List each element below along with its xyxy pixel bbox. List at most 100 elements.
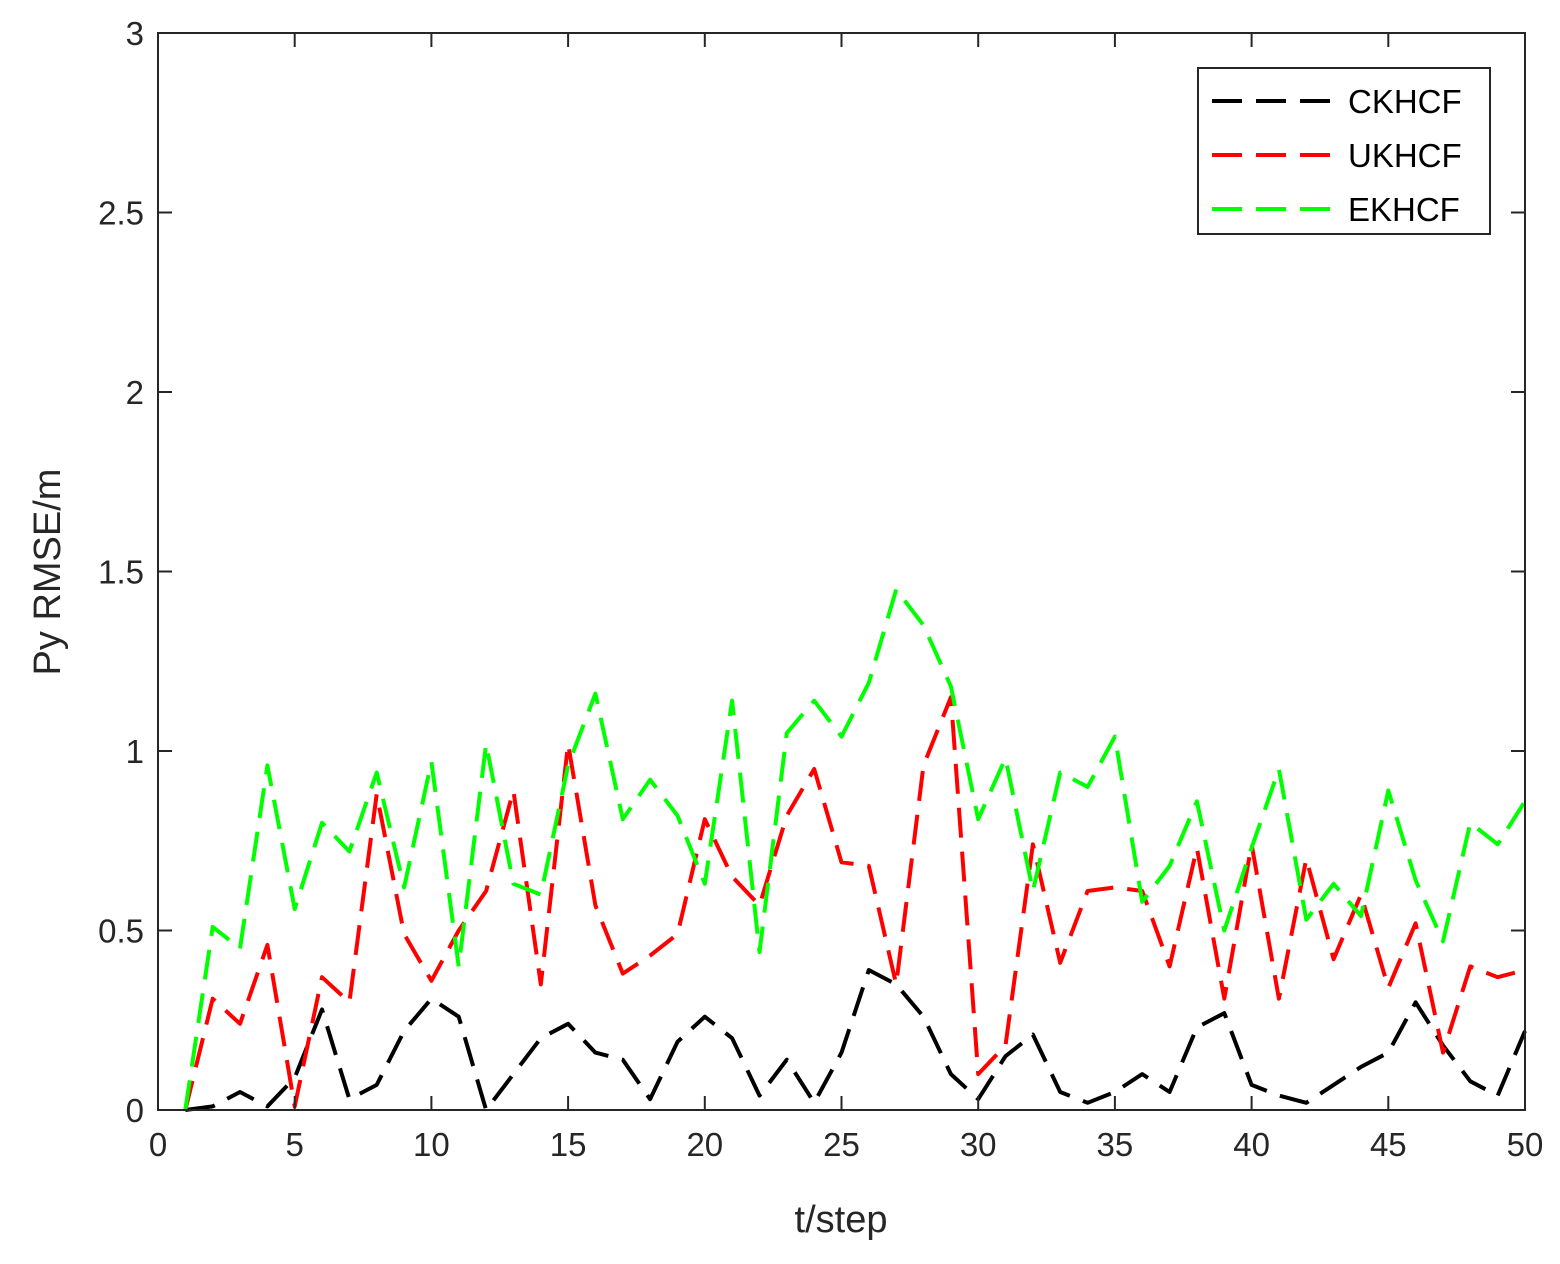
data-point (404, 1031, 405, 1032)
data-point (759, 1095, 760, 1096)
data-point (1443, 941, 1444, 942)
data-point (950, 1074, 951, 1075)
data-point (841, 736, 842, 737)
data-point (950, 686, 951, 687)
data-point (1196, 801, 1197, 802)
data-point (376, 772, 377, 773)
data-point (1142, 1074, 1143, 1075)
data-point (1005, 1045, 1006, 1046)
data-point (568, 1023, 569, 1024)
data-point (294, 1077, 295, 1078)
data-point (814, 769, 815, 770)
data-point (650, 1099, 651, 1100)
data-point (267, 944, 268, 945)
data-point (349, 1002, 350, 1003)
series-line-ckhcf (185, 968, 1527, 1112)
axes-frame (157, 32, 1526, 1111)
data-point (568, 743, 569, 744)
data-point (595, 1052, 596, 1053)
data-point (1114, 736, 1115, 737)
data-point (212, 998, 213, 999)
data-point (814, 1102, 815, 1103)
data-point (704, 1016, 705, 1017)
data-point (1060, 962, 1061, 963)
data-point (1278, 1095, 1279, 1096)
legend-label-ckhcf: CKHCF (1348, 83, 1462, 120)
data-point (1224, 1013, 1225, 1014)
data-point (1470, 822, 1471, 823)
data-point (376, 794, 377, 795)
data-point (1388, 1052, 1389, 1053)
legend-label-ekhcf: EKHCF (1348, 191, 1460, 228)
data-point (841, 862, 842, 863)
data-point (1060, 772, 1061, 773)
data-point (1032, 1034, 1033, 1035)
data-point (1333, 1084, 1334, 1085)
data-point (322, 1009, 323, 1010)
data-point (595, 693, 596, 694)
data-point (431, 980, 432, 981)
series-line-ekhcf (183, 587, 1527, 1111)
data-point (240, 1023, 241, 1024)
data-point (1470, 966, 1471, 967)
data-point (1443, 1052, 1444, 1053)
data-point (732, 876, 733, 877)
series-ckhcf (185, 968, 1527, 1112)
data-point (1278, 998, 1279, 999)
data-point (841, 1052, 842, 1053)
data-point (1087, 891, 1088, 892)
x-tick-label: 40 (1233, 1126, 1270, 1163)
ticks-layer: 0 5 10 15 20 25 30 35 40 45 50 0 0.5 1 1.5 2 2.5 3 (98, 15, 1543, 1163)
data-point (1114, 1092, 1115, 1093)
x-tick-label: 20 (686, 1126, 723, 1163)
data-point (978, 1074, 979, 1075)
data-point (622, 973, 623, 974)
series-layer (183, 587, 1527, 1112)
x-tick-label: 50 (1507, 1126, 1544, 1163)
data-point (540, 984, 541, 985)
data-point (868, 682, 869, 683)
data-point (1005, 1056, 1006, 1057)
data-point (595, 905, 596, 906)
data-point (404, 934, 405, 935)
data-point (1169, 966, 1170, 967)
data-point (431, 998, 432, 999)
data-point (540, 1038, 541, 1039)
data-point (1333, 883, 1334, 884)
data-point (1415, 880, 1416, 881)
data-point (349, 1099, 350, 1100)
data-point (1497, 1095, 1498, 1096)
data-point (923, 1016, 924, 1017)
data-point (1278, 769, 1279, 770)
data-point (732, 1038, 733, 1039)
data-point (868, 970, 869, 971)
legend-label-ukhcf: UKHCF (1348, 137, 1462, 174)
data-point (513, 883, 514, 884)
data-point (540, 894, 541, 895)
data-point (1361, 916, 1362, 917)
data-point (322, 822, 323, 823)
data-point (1060, 1092, 1061, 1093)
data-point (1032, 891, 1033, 892)
data-point (786, 733, 787, 734)
data-point (677, 1041, 678, 1042)
data-point (1306, 919, 1307, 920)
data-point (212, 926, 213, 927)
x-tick-label: 25 (823, 1126, 860, 1163)
y-axis-label: Py RMSE/m (27, 469, 69, 676)
legend: CKHCF UKHCF EKHCF (1197, 67, 1491, 235)
data-point (814, 700, 815, 701)
data-point (1388, 790, 1389, 791)
data-point (1087, 1102, 1088, 1103)
data-point (650, 955, 651, 956)
x-tick-label: 35 (1097, 1126, 1134, 1163)
data-point (458, 930, 459, 931)
data-point (486, 743, 487, 744)
y-tick-label: 2.5 (98, 195, 144, 232)
data-point (513, 790, 514, 791)
y-tick-label: 0.5 (98, 913, 144, 950)
data-point (1087, 786, 1088, 787)
y-tick-label: 1.5 (98, 554, 144, 591)
data-point (1196, 1027, 1197, 1028)
